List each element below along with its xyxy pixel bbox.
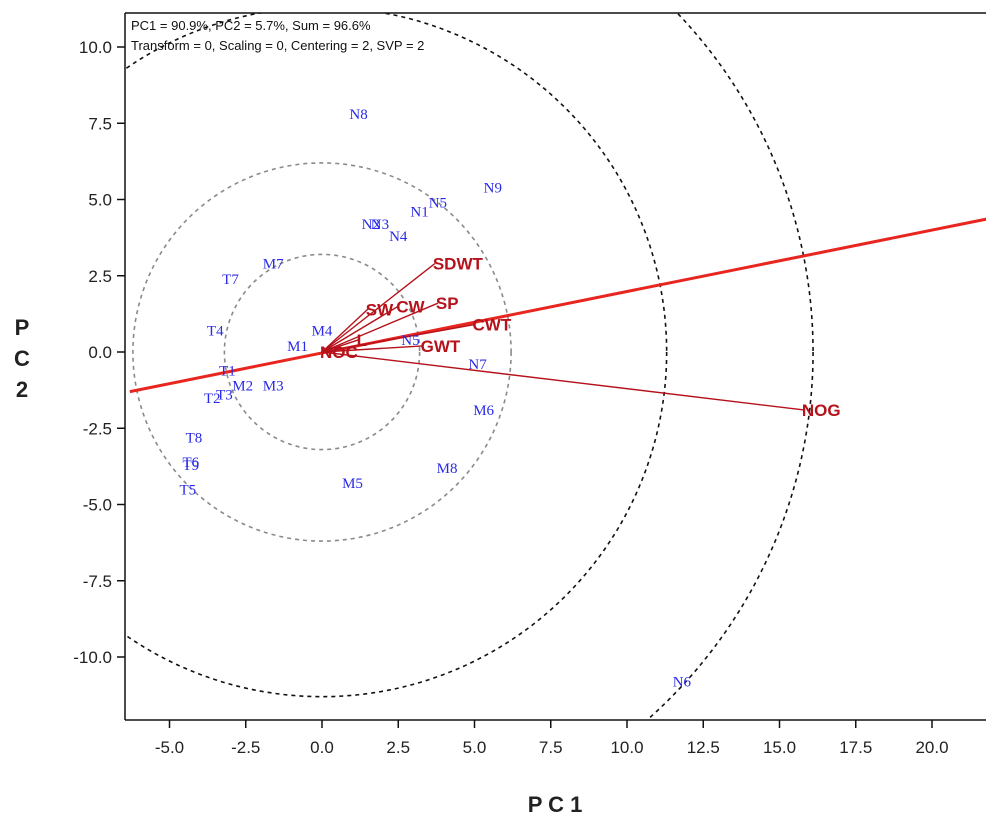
variable-label: NOG (802, 401, 841, 420)
info-line-2: Transform = 0, Scaling = 0, Centering = … (131, 38, 424, 53)
observation-label: T5 (179, 482, 196, 498)
observation-label: N4 (389, 229, 408, 245)
variable-label: SDWT (433, 255, 484, 274)
y-axis-ticks: 10.0 7.5 5.0 2.5 0.0 -2.5 -5.0 -7.5 -10.0 (73, 38, 125, 667)
x-axis-title: P C 1 (528, 792, 583, 817)
observation-label: N3 (371, 217, 389, 233)
y-tick-label: 0.0 (88, 343, 112, 362)
x-tick-label: 12.5 (687, 738, 720, 757)
distance-circle (125, 13, 668, 698)
observation-label: T2 (204, 391, 221, 407)
observation-label: M5 (342, 476, 363, 492)
variable-label: CW (396, 297, 425, 316)
observation-label: T6 (183, 455, 200, 471)
y-axis-title-p: P (15, 315, 30, 340)
variable-vector (321, 305, 399, 353)
observation-label: T3 (216, 388, 233, 404)
x-axis-ticks: -5.0 -2.5 0.0 2.5 5.0 7.5 10.0 12.5 15.0 17.5 20.0 (155, 720, 949, 757)
observation-label: N2 (362, 217, 380, 233)
variable-label: GWT (421, 337, 461, 356)
x-tick-label: 20.0 (915, 738, 948, 757)
variable-label: CWT (473, 316, 512, 335)
observation-label: M2 (232, 379, 253, 395)
y-tick-label: 5.0 (88, 191, 112, 210)
observation-label: T9 (183, 458, 200, 474)
observation-label: N6 (673, 674, 692, 690)
observation-label: T7 (222, 272, 239, 288)
y-tick-label: -7.5 (83, 572, 112, 591)
distance-circle (132, 162, 512, 542)
observation-label: N1 (410, 205, 428, 221)
y-tick-label: 7.5 (88, 114, 112, 133)
variable-vector (321, 308, 369, 353)
observation-label: T8 (186, 430, 203, 446)
variable-vector (321, 351, 804, 411)
observation-label: N8 (349, 107, 367, 123)
distance-circle (645, 13, 814, 720)
observation-label: N7 (468, 357, 487, 373)
variable-vectors (321, 262, 804, 411)
y-tick-label: 10.0 (79, 38, 112, 57)
distance-circles (125, 13, 814, 720)
observation-label: T4 (207, 324, 224, 340)
x-tick-label: 17.5 (839, 738, 872, 757)
y-axis-title-c: C (14, 346, 30, 371)
observation-label: M1 (287, 339, 308, 355)
x-tick-label: 5.0 (463, 738, 487, 757)
observation-label: M4 (312, 324, 333, 340)
y-tick-label: -5.0 (83, 496, 112, 515)
variable-label: L (357, 331, 367, 350)
variable-vector (321, 323, 475, 353)
observation-label: N5 (429, 196, 447, 212)
x-tick-label: -5.0 (155, 738, 184, 757)
observation-label: M8 (437, 461, 458, 477)
observation-label: M7 (263, 257, 284, 273)
observation-label: N9 (484, 180, 502, 196)
x-tick-label: -2.5 (231, 738, 260, 757)
y-axis-title-2: 2 (16, 377, 28, 402)
observation-label: M6 (473, 403, 494, 419)
y-tick-label: -10.0 (73, 648, 112, 667)
variable-vector (321, 339, 359, 353)
observation-label: N5 (401, 333, 419, 349)
x-tick-label: 7.5 (539, 738, 563, 757)
x-tick-label: 10.0 (610, 738, 643, 757)
variable-label: SP (436, 294, 459, 313)
variable-vector (321, 262, 436, 353)
variable-vector (321, 345, 423, 353)
variable-label: SW (366, 300, 394, 319)
y-tick-label: 2.5 (88, 267, 112, 286)
observation-label: T1 (219, 363, 236, 379)
pc-axis-line (129, 217, 986, 394)
x-tick-label: 15.0 (763, 738, 796, 757)
pc-axis-line-layer (129, 217, 986, 394)
y-tick-label: -2.5 (83, 419, 112, 438)
distance-circle (223, 253, 421, 451)
x-tick-label: 2.5 (386, 738, 410, 757)
variable-vector (321, 302, 439, 353)
observation-label: M3 (263, 379, 284, 395)
info-line-1: PC1 = 90.9%, PC2 = 5.7%, Sum = 96.6% (131, 18, 371, 33)
variable-label: NOC (320, 343, 358, 362)
x-tick-label: 0.0 (310, 738, 334, 757)
